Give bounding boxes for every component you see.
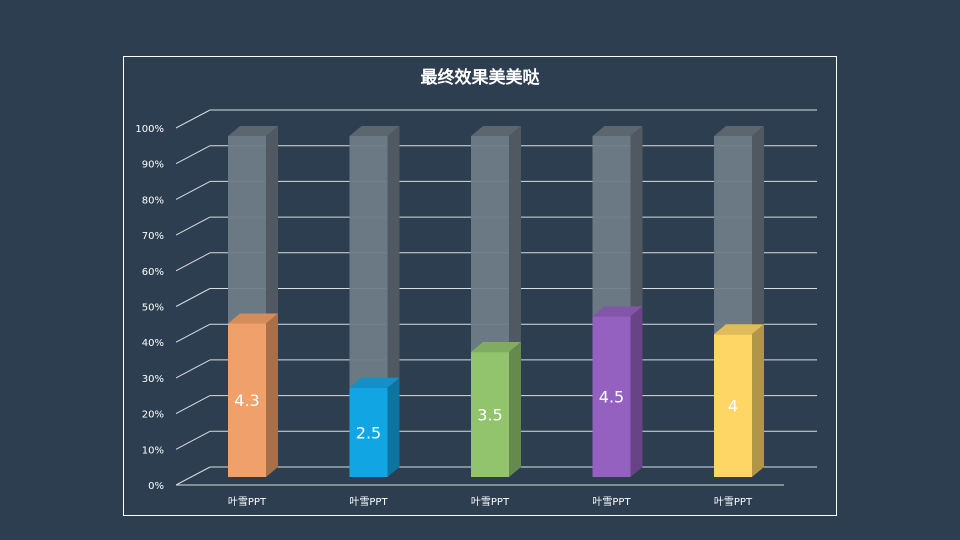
bar-background-front — [228, 136, 266, 324]
bar-background-side — [630, 126, 643, 317]
bar-top — [714, 324, 764, 335]
gridline-diagonal — [175, 288, 211, 307]
bar-background-top — [592, 126, 643, 136]
x-axis-categories: 叶雪PPT 叶雪PPT 叶雪PPT 叶雪PPT 叶雪PPT — [228, 496, 753, 508]
gridline-diagonal — [175, 216, 211, 236]
bar-background-top — [714, 126, 764, 136]
bar-group: 4 — [714, 126, 764, 477]
y-tick-label: 70% — [142, 231, 164, 242]
bar-group: 3.5 — [471, 126, 521, 477]
y-axis-ticks: 0% 10% 20% 30% 40% 50% 60% 70% 80% 90% 100% — [135, 124, 164, 492]
x-category-label: 叶雪PPT — [228, 496, 267, 508]
gridline-diagonal — [175, 430, 211, 450]
bar-background-side — [509, 126, 521, 353]
y-tick-label: 50% — [142, 303, 164, 314]
y-tick-label: 20% — [142, 410, 164, 421]
bar-background-front — [471, 136, 509, 353]
bar-value-label: 4 — [728, 397, 738, 416]
bar-value-label: 3.5 — [477, 406, 502, 425]
gridline-diagonal — [175, 395, 211, 415]
bar-background-front — [714, 136, 752, 335]
chart-frame: 最终效果美美哒 0% 10% 20% 30% 40% 50% 60% 70% 80% 90% 100… — [123, 56, 837, 516]
bar — [592, 316, 631, 477]
y-tick-label: 60% — [142, 267, 164, 278]
x-category-label: 叶雪PPT — [349, 496, 388, 508]
bar-top — [471, 342, 521, 353]
bar — [228, 323, 266, 477]
y-tick-label: 100% — [135, 124, 164, 135]
x-category-label: 叶雪PPT — [714, 496, 753, 508]
bar-background-top — [471, 126, 521, 136]
y-tick-label: 90% — [142, 160, 164, 171]
chart-title: 最终效果美美哒 — [421, 67, 541, 88]
bar-side — [509, 342, 521, 477]
bar-background-front — [592, 136, 631, 317]
bar-side — [266, 313, 278, 477]
bar-group: 4.5 — [592, 126, 643, 477]
bar-group: 2.5 — [349, 126, 400, 477]
bar-group: 4.3 — [228, 126, 278, 477]
bar-value-label: 4.3 — [234, 391, 259, 410]
bar — [349, 387, 388, 477]
bar-top — [592, 306, 643, 317]
gridline-diagonal — [175, 359, 211, 379]
x-category-label: 叶雪PPT — [592, 496, 631, 508]
bar-background-side — [266, 126, 278, 324]
bar-background-top — [228, 126, 278, 136]
bar-value-label: 4.5 — [599, 388, 624, 407]
bar-background-top — [349, 126, 400, 136]
bar-chart: 最终效果美美哒 0% 10% 20% 30% 40% 50% 60% 70% 80% 90% 100… — [135, 67, 817, 508]
y-tick-label: 40% — [142, 338, 164, 349]
gridline-diagonal — [175, 466, 211, 486]
gridline-diagonal — [175, 180, 211, 200]
bar-side — [752, 324, 764, 477]
gridline-diagonal — [175, 145, 211, 165]
bar-top — [349, 377, 400, 388]
bar-value-label: 2.5 — [356, 423, 381, 442]
x-category-label: 叶雪PPT — [471, 496, 510, 508]
bars: 4.3 2.5 3.5 4.5 4 — [228, 126, 764, 477]
bar — [471, 352, 509, 477]
bar-top — [228, 313, 278, 324]
gridline-diagonal — [175, 252, 211, 272]
y-tick-label: 10% — [142, 445, 164, 456]
y-tick-label: 80% — [142, 195, 164, 206]
bar — [714, 334, 752, 477]
bar-background-side — [387, 126, 400, 388]
bar-background-side — [752, 126, 764, 335]
y-tick-label: 30% — [142, 374, 164, 385]
bar-background-front — [349, 136, 388, 388]
gridline-diagonal — [175, 323, 211, 343]
y-tick-label: 0% — [148, 481, 164, 492]
bar-side — [630, 306, 643, 477]
bar-side — [387, 377, 400, 477]
gridline-diagonal — [175, 109, 211, 129]
